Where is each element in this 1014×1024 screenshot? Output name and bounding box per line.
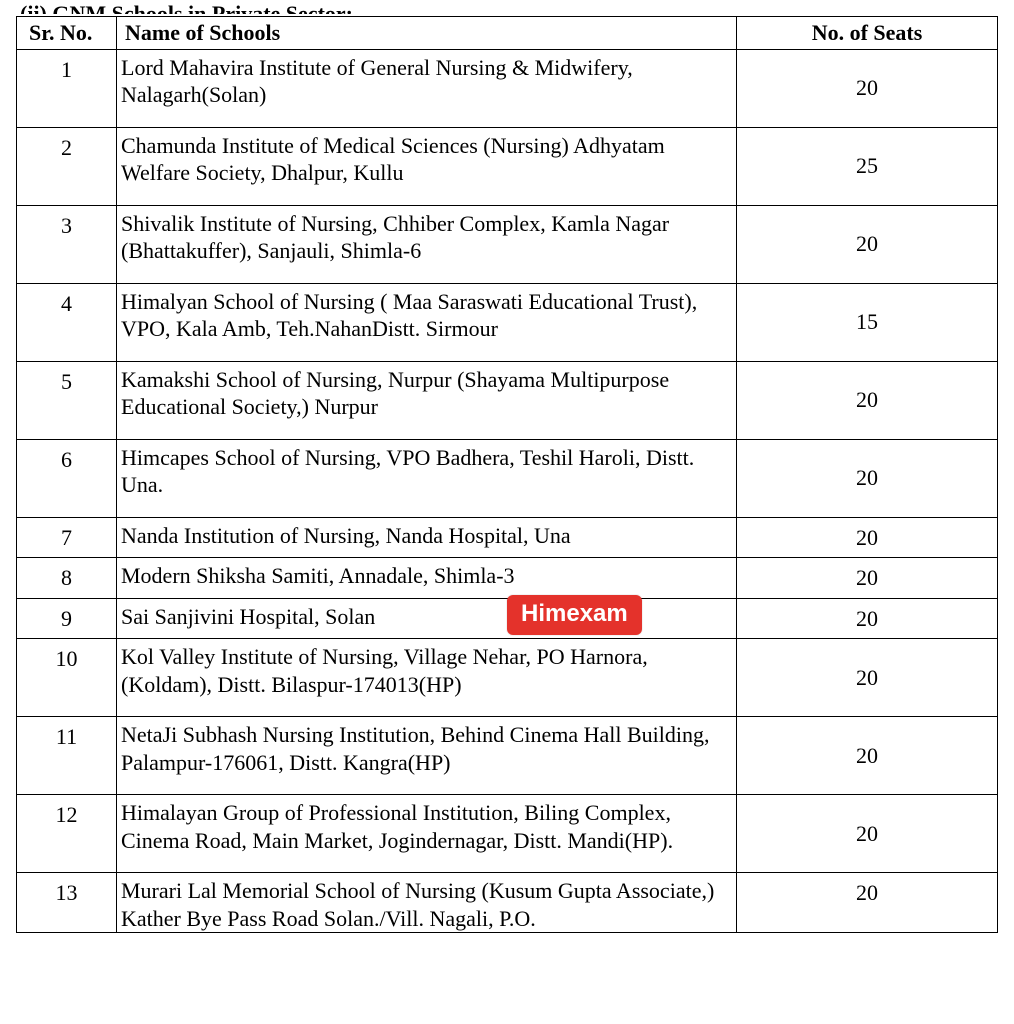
table-row: 9 Sai Sanjivini Hospital, Solan Himexam … bbox=[17, 598, 998, 639]
cell-srno: 5 bbox=[17, 361, 117, 439]
cell-name: Nanda Institution of Nursing, Nanda Hosp… bbox=[117, 517, 737, 558]
cell-srno: 10 bbox=[17, 639, 117, 717]
page: (ii) GNM Schools in Private Sector: Sr. … bbox=[0, 0, 1014, 933]
cell-srno: 7 bbox=[17, 517, 117, 558]
cell-seats: 20 bbox=[737, 639, 998, 717]
cell-name: Lord Mahavira Institute of General Nursi… bbox=[117, 49, 737, 127]
cell-seats: 20 bbox=[737, 517, 998, 558]
table-row: 8 Modern Shiksha Samiti, Annadale, Shiml… bbox=[17, 558, 998, 599]
table-row: 5 Kamakshi School of Nursing, Nurpur (Sh… bbox=[17, 361, 998, 439]
cell-name: Himcapes School of Nursing, VPO Badhera,… bbox=[117, 439, 737, 517]
table-body: 1 Lord Mahavira Institute of General Nur… bbox=[17, 49, 998, 933]
cell-srno: 12 bbox=[17, 795, 117, 873]
table-row: 10 Kol Valley Institute of Nursing, Vill… bbox=[17, 639, 998, 717]
table-row: 6 Himcapes School of Nursing, VPO Badher… bbox=[17, 439, 998, 517]
table-row: 12 Himalayan Group of Professional Insti… bbox=[17, 795, 998, 873]
cell-name: Himalyan School of Nursing ( Maa Saraswa… bbox=[117, 283, 737, 361]
cell-seats: 25 bbox=[737, 127, 998, 205]
table-row: 7 Nanda Institution of Nursing, Nanda Ho… bbox=[17, 517, 998, 558]
cell-seats: 20 bbox=[737, 361, 998, 439]
cell-name: Himalayan Group of Professional Institut… bbox=[117, 795, 737, 873]
cell-name: Chamunda Institute of Medical Sciences (… bbox=[117, 127, 737, 205]
watermark-badge: Himexam bbox=[507, 595, 642, 635]
cell-seats: 20 bbox=[737, 49, 998, 127]
cell-name: Shivalik Institute of Nursing, Chhiber C… bbox=[117, 205, 737, 283]
cell-srno: 11 bbox=[17, 717, 117, 795]
cell-seats: 20 bbox=[737, 205, 998, 283]
cell-srno: 3 bbox=[17, 205, 117, 283]
cell-srno: 13 bbox=[17, 873, 117, 933]
cell-seats: 15 bbox=[737, 283, 998, 361]
table-row: 4 Himalyan School of Nursing ( Maa Saras… bbox=[17, 283, 998, 361]
table-row: 13 Murari Lal Memorial School of Nursing… bbox=[17, 873, 998, 933]
cell-seats: 20 bbox=[737, 717, 998, 795]
col-header-seats: No. of Seats bbox=[737, 17, 998, 50]
cell-name: Kamakshi School of Nursing, Nurpur (Shay… bbox=[117, 361, 737, 439]
cell-seats: 20 bbox=[737, 439, 998, 517]
cell-name: Sai Sanjivini Hospital, Solan Himexam bbox=[117, 598, 737, 639]
cell-srno: 1 bbox=[17, 49, 117, 127]
cell-name: NetaJi Subhash Nursing Institution, Behi… bbox=[117, 717, 737, 795]
section-heading: (ii) GNM Schools in Private Sector: bbox=[20, 0, 998, 14]
cell-srno: 6 bbox=[17, 439, 117, 517]
col-header-name: Name of Schools bbox=[117, 17, 737, 50]
table-header-row: Sr. No. Name of Schools No. of Seats bbox=[17, 17, 998, 50]
table-row: 11 NetaJi Subhash Nursing Institution, B… bbox=[17, 717, 998, 795]
table-row: 2 Chamunda Institute of Medical Sciences… bbox=[17, 127, 998, 205]
cell-srno: 9 bbox=[17, 598, 117, 639]
cell-name: Murari Lal Memorial School of Nursing (K… bbox=[117, 873, 737, 933]
cell-srno: 2 bbox=[17, 127, 117, 205]
cell-seats: 20 bbox=[737, 598, 998, 639]
cell-srno: 8 bbox=[17, 558, 117, 599]
cell-name-text: Sai Sanjivini Hospital, Solan bbox=[121, 604, 375, 629]
schools-table: Sr. No. Name of Schools No. of Seats 1 L… bbox=[16, 16, 998, 933]
cell-seats: 20 bbox=[737, 558, 998, 599]
table-row: 1 Lord Mahavira Institute of General Nur… bbox=[17, 49, 998, 127]
cell-srno: 4 bbox=[17, 283, 117, 361]
table-row: 3 Shivalik Institute of Nursing, Chhiber… bbox=[17, 205, 998, 283]
col-header-srno: Sr. No. bbox=[17, 17, 117, 50]
cell-name: Modern Shiksha Samiti, Annadale, Shimla-… bbox=[117, 558, 737, 599]
cell-name: Kol Valley Institute of Nursing, Village… bbox=[117, 639, 737, 717]
cell-seats: 20 bbox=[737, 795, 998, 873]
cell-seats: 20 bbox=[737, 873, 998, 933]
